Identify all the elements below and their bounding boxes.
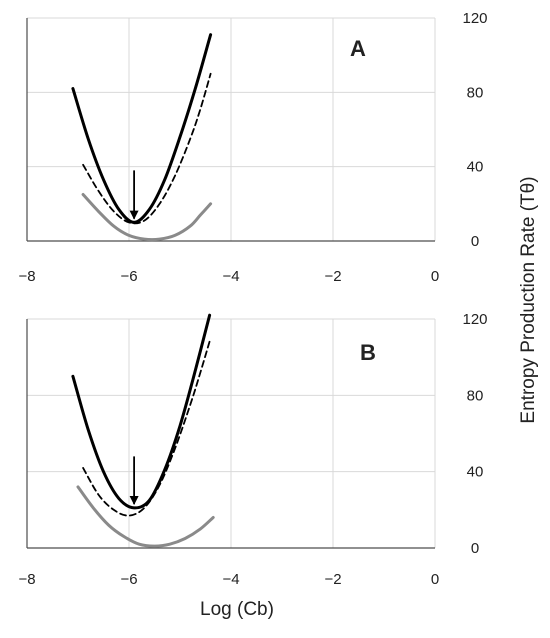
y-tick-label: 120 bbox=[462, 10, 487, 27]
x-tick-label: 0 bbox=[431, 268, 439, 285]
x-tick-label: −8 bbox=[18, 571, 35, 588]
black-series-line bbox=[71, 313, 212, 510]
panel-label: B bbox=[360, 340, 376, 365]
x-tick-label: −4 bbox=[222, 571, 239, 588]
x-tick-label: 0 bbox=[431, 571, 439, 588]
y-tick-label: 40 bbox=[467, 159, 484, 176]
y-tick-label: 80 bbox=[467, 84, 484, 101]
x-tick-label: −8 bbox=[18, 268, 35, 285]
chart-panels: −8 −6 −4 −2 0 0 40 80 120 A −8 −6 −4 −2 0 0 40 80 120 B bbox=[18, 10, 487, 588]
x-tick-label: −4 bbox=[222, 268, 239, 285]
x-tick-label: −6 bbox=[120, 571, 137, 588]
y-tick-label: 120 bbox=[462, 311, 487, 328]
y-tick-label: 80 bbox=[467, 387, 484, 404]
dashed-series-line bbox=[82, 337, 212, 517]
x-tick-label: −2 bbox=[324, 571, 341, 588]
panel-label: A bbox=[350, 36, 366, 61]
chart-panel-a: −8 −6 −4 −2 0 0 40 80 120 A bbox=[18, 10, 487, 285]
dashed-series-line bbox=[82, 72, 212, 225]
chart-panel-b: −8 −6 −4 −2 0 0 40 80 120 B bbox=[18, 311, 487, 588]
x-axis-title: Log (Cb) bbox=[200, 599, 274, 620]
gray-series-line bbox=[76, 485, 215, 548]
x-tick-label: −6 bbox=[120, 268, 137, 285]
y-axis-title: Entropy Production Rate (Tθ) bbox=[518, 176, 539, 423]
x-tick-label: −2 bbox=[324, 268, 341, 285]
gray-series-line bbox=[81, 193, 213, 242]
y-tick-label: 0 bbox=[471, 540, 479, 557]
black-series-line bbox=[71, 33, 213, 224]
y-tick-label: 40 bbox=[467, 464, 484, 481]
y-tick-label: 0 bbox=[471, 233, 479, 250]
